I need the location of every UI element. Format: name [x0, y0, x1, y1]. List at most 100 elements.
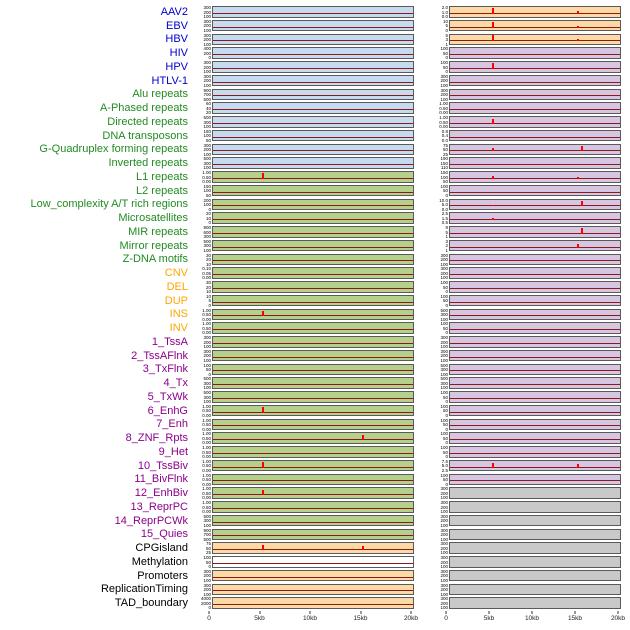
track-panel-left: [212, 569, 414, 582]
track-label: Alu repeats: [132, 88, 188, 101]
y-tick-label: 100: [203, 151, 211, 157]
track-label: 3_TxFlnk: [142, 363, 188, 376]
signal-peak-spike: [576, 10, 579, 14]
y-tick-label: 100: [203, 188, 211, 194]
y-tick-label: 500: [440, 307, 448, 313]
y-axis-ticks-right: 100 50 0: [428, 184, 449, 197]
track-label: HBV: [165, 33, 188, 46]
y-axis-ticks-left: 500 300 100: [191, 514, 212, 527]
signal-peak-spike: [491, 175, 494, 179]
track-label: Methylation: [131, 555, 188, 568]
y-tick-label: 100: [440, 321, 448, 327]
y-axis-ticks-left: 300 200 100: [191, 569, 212, 582]
y-tick-label: 100: [203, 124, 211, 130]
y-tick-label: 150: [440, 160, 448, 166]
y-tick-label: 0.00: [202, 467, 211, 473]
y-axis-ticks-right: 100 50 0: [428, 404, 449, 417]
mean-signal-line: [450, 67, 620, 69]
track-panel-left: [212, 33, 414, 46]
y-tick-label: 2000: [200, 600, 211, 606]
y-axis-ticks-right: 100 50 0: [428, 473, 449, 487]
mean-signal-line: [450, 342, 620, 344]
y-tick-label: 2.5: [441, 211, 448, 217]
mean-signal-line: [450, 136, 620, 138]
y-tick-label: 1.00: [202, 307, 211, 313]
mean-signal-line: [213, 287, 413, 289]
y-tick-label: 200: [440, 490, 448, 496]
y-tick-label: 200: [203, 9, 211, 15]
mean-signal-line: [213, 191, 413, 193]
y-tick-label: 500: [440, 376, 448, 382]
track-label: INS: [169, 308, 188, 321]
y-tick-label: 0: [445, 55, 448, 61]
y-tick-label: 200: [203, 353, 211, 359]
y-tick-label: 300: [203, 73, 211, 79]
y-tick-label: 200: [440, 600, 448, 606]
track-label: A-Phased repeats: [99, 102, 188, 115]
track-label: 2_TssAFlnk: [131, 349, 188, 362]
track-row: 7_Enh 1.00 0.50 0.00 100 50 0: [0, 418, 630, 432]
y-tick-label: 200: [440, 257, 448, 263]
track-label: HTLV-1: [151, 74, 188, 87]
y-tick-label: 200: [203, 147, 211, 153]
track-panel-right: [449, 61, 621, 73]
y-tick-label: 100: [203, 344, 211, 350]
track-row: Promoters 300 200 100 300 200 100: [0, 569, 630, 583]
y-tick-label: 0: [208, 564, 211, 570]
y-tick-label: 0: [445, 399, 448, 405]
mean-signal-line: [450, 287, 620, 289]
y-tick-label: 2: [445, 243, 448, 249]
track-panel-left: [212, 308, 414, 321]
x-tick-label: 0: [444, 615, 448, 622]
track-row: Low_complexity A/T rich regions 200 100 0 …: [0, 198, 630, 212]
y-axis-ticks-right: 300 200 100: [428, 267, 449, 280]
y-tick-label: 0: [445, 481, 448, 487]
track-label: G-Quadruplex forming repeats: [39, 143, 188, 156]
y-axis-ticks-right: 2.0 1.0 0.0: [428, 6, 449, 19]
y-axis-ticks-right: 10.0 5.0 0.0: [428, 198, 449, 211]
mean-signal-line: [450, 329, 620, 331]
y-axis-ticks-left: 500 300 100: [191, 239, 212, 252]
y-tick-label: 100: [203, 362, 211, 368]
y-tick-label: 100: [440, 577, 448, 583]
y-axis-ticks-right: 300 200 100: [428, 349, 449, 362]
signal-peak-spike: [580, 228, 583, 234]
track-panel-right: [449, 349, 621, 362]
y-axis-ticks-left: 1.00 0.50 0.00: [191, 418, 212, 431]
x-tick-mark: [360, 611, 361, 614]
mean-signal-line: [213, 219, 413, 221]
track-row: 11_BivFlnk 1.00 0.50 0.00 100 50 0: [0, 473, 630, 487]
y-tick-label: 0.10: [202, 266, 211, 272]
y-tick-label: 100: [440, 96, 448, 102]
track-panel-left: [212, 267, 414, 279]
y-tick-label: 0.8: [441, 128, 448, 134]
y-tick-label: 200: [440, 504, 448, 510]
y-tick-label: 1.00: [202, 431, 211, 437]
track-row: CNV 0.10 0.05 0.00 300 200 100: [0, 266, 630, 280]
track-row: DUP 10 5 0 100 50 0: [0, 294, 630, 308]
x-tick-mark: [259, 611, 260, 614]
track-label: 6_EnhG: [147, 404, 188, 417]
y-tick-label: 300: [440, 367, 448, 373]
y-tick-label: 300: [440, 568, 448, 574]
track-panel-right: [449, 47, 621, 59]
y-tick-label: 0.00: [202, 509, 211, 515]
y-tick-label: 20: [205, 284, 211, 290]
y-tick-label: 100: [440, 536, 448, 542]
y-tick-label: 1: [445, 234, 448, 240]
track-label: TAD_boundary: [114, 597, 188, 610]
y-tick-label: 100: [440, 417, 448, 423]
mean-signal-line: [213, 425, 413, 427]
y-tick-label: 0: [208, 55, 211, 61]
y-tick-label: 50: [205, 192, 211, 198]
track-row: 15_Quies 900 700 500 300 200 100: [0, 528, 630, 542]
mean-signal-line: [213, 260, 413, 262]
y-axis-ticks-right: 1.00 0.50 0.00: [428, 116, 449, 129]
track-panel-left: [212, 6, 414, 18]
y-tick-label: 1.00: [202, 458, 211, 464]
y-tick-label: 300: [203, 234, 211, 240]
track-panel-left: [212, 116, 414, 128]
y-tick-label: 30: [205, 280, 211, 286]
mean-signal-line: [213, 342, 413, 344]
